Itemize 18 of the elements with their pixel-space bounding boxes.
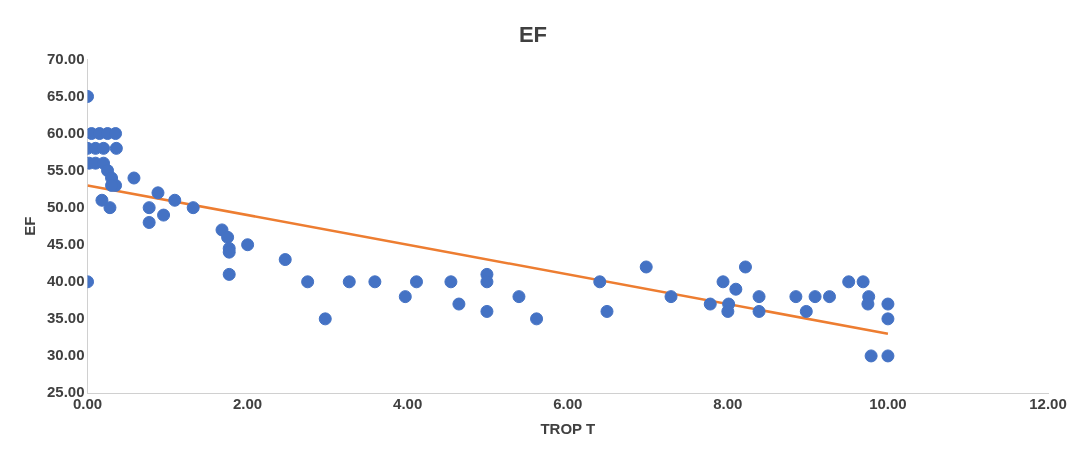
y-tick-label: 40.00 <box>46 271 85 289</box>
chart-title: EF <box>518 22 548 48</box>
y-tick-label: 30.00 <box>46 346 85 364</box>
y-tick-label: 60.00 <box>46 123 85 141</box>
y-tick-label: 65.00 <box>46 86 85 104</box>
y-tick-label: 70.00 <box>46 49 85 67</box>
x-tick-label: 2.00 <box>233 395 263 413</box>
y-tick-label: 50.00 <box>46 197 85 215</box>
y-tick-label: 45.00 <box>46 234 85 252</box>
x-tick-label: 6.00 <box>553 395 583 413</box>
x-tick-label: 10.00 <box>869 395 907 413</box>
x-axis-title: TROP T <box>540 420 596 438</box>
y-tick-label: 55.00 <box>46 160 85 178</box>
x-tick-label: 12.00 <box>1029 395 1067 413</box>
x-tick-label: 4.00 <box>393 395 423 413</box>
y-tick-label: 35.00 <box>46 309 85 327</box>
x-tick-label: 8.00 <box>713 395 743 413</box>
y-axis-title: EF <box>21 216 39 236</box>
